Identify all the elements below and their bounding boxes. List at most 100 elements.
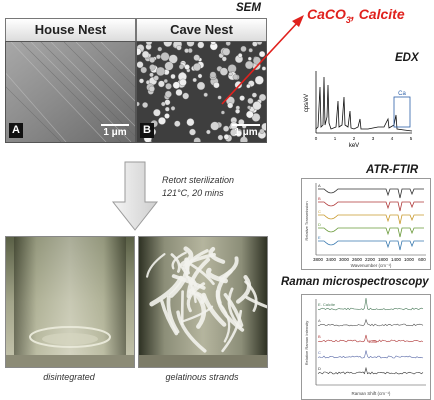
- ftir-series-label: E: [318, 235, 321, 240]
- sem-particle: [196, 81, 206, 91]
- sem-particle: [209, 71, 217, 79]
- sem-particle: [156, 54, 161, 60]
- sem-particle: [164, 113, 170, 119]
- scale-label-b: 1 μm: [234, 127, 258, 138]
- gelatinous-strand: [245, 295, 267, 309]
- edx-tick-1: 1: [334, 136, 337, 141]
- gelatinous-strand: [149, 275, 184, 307]
- ftir-series-label: A: [318, 183, 321, 188]
- red-arrow: [221, 15, 304, 105]
- scale-bar-b: 1 μm: [232, 124, 260, 138]
- sem-particle: [139, 78, 144, 84]
- sem-particle: [153, 108, 161, 117]
- sem-particle: [222, 47, 231, 56]
- sem-particle: [149, 64, 156, 71]
- sem-particle: [193, 137, 201, 142]
- raman-series-label: D: [318, 366, 321, 371]
- sem-particle: [217, 134, 224, 141]
- ftir-tick-8: 600: [418, 257, 426, 262]
- sem-particle: [220, 110, 225, 115]
- photo-cave-nest-jar: [138, 236, 268, 368]
- gelatinous-strand: [195, 293, 207, 329]
- process-text: Retort sterilization 121°C, 20 mins: [162, 174, 234, 200]
- gelatinous-strand: [170, 253, 181, 273]
- sem-particle: [246, 110, 254, 119]
- process-arrow: [111, 161, 159, 231]
- raman-peak-note: 1086: [368, 339, 378, 344]
- calcite-subscript: 3: [345, 14, 351, 25]
- sem-particle: [239, 136, 248, 142]
- sem-particle: [261, 66, 266, 71]
- panel-letter-b: B: [140, 123, 154, 138]
- ftir-spectrum: Relative Transmission Wavenumber (cm⁻¹) …: [301, 178, 431, 270]
- ftir-xlabel: Wavenumber (cm⁻¹): [351, 263, 392, 268]
- ftir-title: ATR-FTIR: [366, 164, 419, 176]
- sem-particle: [258, 50, 266, 58]
- gelatinous-strand: [176, 310, 207, 353]
- edx-tick-0: 0: [315, 136, 318, 141]
- sem-particle: [137, 101, 140, 107]
- sem-particle: [239, 95, 245, 101]
- gelatinous-strand: [244, 280, 258, 312]
- sem-house-texture: [6, 42, 135, 142]
- raman-xlabel: Raman Shift (cm⁻¹): [352, 391, 391, 396]
- ftir-tick-4: 2200: [365, 257, 376, 262]
- sem-particle: [192, 77, 197, 83]
- ftir-trace: [318, 240, 424, 251]
- ftir-tick-0: 3800: [313, 257, 324, 262]
- sem-particle: [252, 101, 262, 111]
- house-nest-header: House Nest: [5, 18, 136, 42]
- ftir-tick-2: 3000: [339, 257, 350, 262]
- edx-tick-4: 4: [391, 136, 394, 141]
- raman-title: Raman microspectroscopy: [281, 276, 429, 288]
- scale-bar-line-a: [101, 124, 129, 126]
- sem-particle: [217, 95, 222, 100]
- gelatinous-strand: [206, 267, 228, 284]
- ftir-tick-5: 1800: [378, 257, 389, 262]
- sem-particle: [210, 121, 220, 131]
- sem-particle: [197, 73, 203, 79]
- sem-particle: [163, 78, 168, 84]
- sem-particle: [148, 85, 155, 92]
- raman-series-label: E. Calcite: [318, 302, 336, 307]
- calcite-formula: CaCO: [307, 6, 346, 22]
- raman-trace: [317, 366, 424, 375]
- sem-image-house-nest: A 1 μm: [5, 41, 136, 143]
- sem-particle: [175, 89, 183, 96]
- sem-particle: [213, 81, 220, 89]
- sem-particle: [168, 54, 178, 64]
- sem-particle: [145, 42, 153, 46]
- caption-gelatinous: gelatinous strands: [165, 372, 239, 382]
- process-line-1: Retort sterilization: [162, 175, 235, 185]
- raman-series-label: C: [318, 350, 321, 355]
- sem-particle: [237, 53, 243, 58]
- sem-particle: [137, 47, 142, 56]
- scale-bar-a: 1 μm: [101, 124, 129, 138]
- sem-particle: [179, 78, 187, 87]
- ftir-series-label: C: [318, 209, 321, 214]
- sem-particle: [228, 71, 233, 77]
- sem-particle: [223, 125, 230, 132]
- ftir-tick-1: 3400: [326, 257, 337, 262]
- ftir-ylabel: Relative Transmission: [304, 201, 309, 240]
- raman-ylabel: Relative Raman Intensity: [304, 321, 309, 365]
- sem-particle: [252, 56, 261, 65]
- ftir-trace: [318, 201, 424, 212]
- process-line-2: 121°C, 20 mins: [162, 188, 224, 198]
- sem-particle: [230, 128, 238, 137]
- sem-particle: [251, 92, 257, 98]
- sem-particle: [258, 93, 266, 102]
- panel-letter-a: A: [9, 123, 23, 138]
- raman-trace: [317, 350, 424, 359]
- sem-particle: [178, 64, 184, 70]
- sem-particle: [160, 52, 170, 62]
- sem-particle: [197, 42, 205, 49]
- calcite-name: , Calcite: [350, 6, 405, 22]
- sem-particle: [149, 72, 154, 78]
- sem-particle: [193, 54, 200, 61]
- raman-series-label: A: [318, 318, 321, 323]
- sem-particle: [161, 101, 166, 107]
- scale-label-a: 1 μm: [103, 127, 127, 138]
- sem-particle: [240, 45, 247, 52]
- sem-particle: [164, 106, 170, 112]
